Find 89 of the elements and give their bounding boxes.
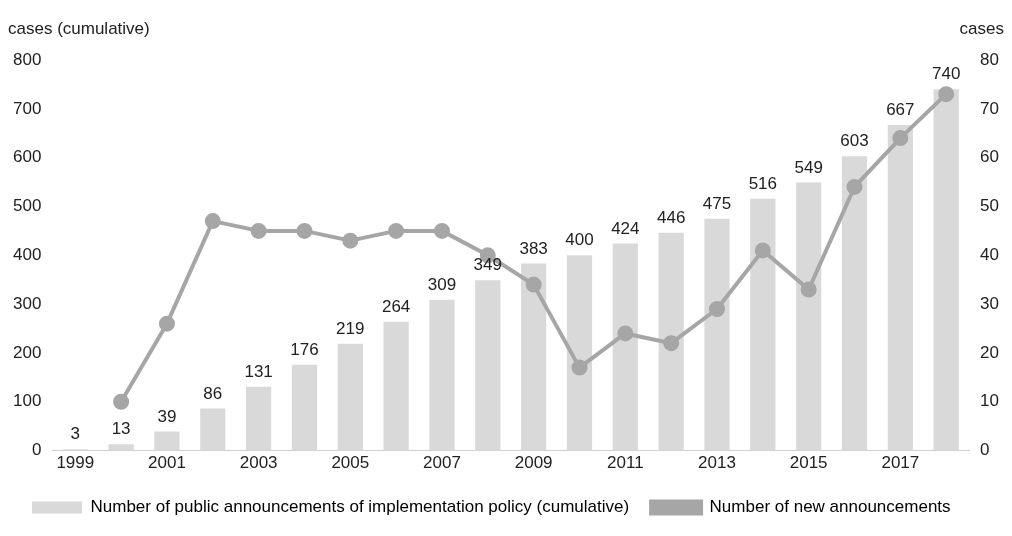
point [938, 86, 955, 103]
bar [291, 364, 318, 451]
bar [566, 255, 593, 451]
data-label: 86 [203, 383, 223, 403]
data-label: 424 [611, 218, 640, 238]
bar [933, 89, 959, 451]
bar [887, 124, 913, 451]
point [846, 178, 863, 195]
data-label: 740 [931, 64, 961, 84]
point [754, 242, 771, 259]
x-tick-label: 2003 [239, 453, 278, 473]
y2-tick-label: 60 [980, 147, 1000, 167]
point [296, 222, 313, 239]
bar [841, 156, 868, 451]
point [663, 335, 680, 352]
point [388, 222, 405, 239]
data-label: 264 [381, 296, 411, 316]
point [617, 325, 634, 342]
point [204, 213, 221, 230]
bar [108, 444, 134, 451]
point [892, 130, 909, 147]
y2-tick-label: 30 [980, 293, 1000, 313]
point [433, 222, 450, 239]
data-label: 383 [519, 238, 548, 258]
x-tick-label: 2007 [423, 453, 461, 473]
bar [612, 243, 638, 451]
bar [521, 263, 547, 451]
x-tick-label: 2005 [331, 453, 370, 473]
y-tick-label: 200 [12, 342, 42, 362]
bar [154, 431, 180, 451]
bar [750, 198, 776, 451]
data-label: 349 [473, 255, 502, 275]
bar [658, 232, 684, 451]
x-tick-label: 2017 [881, 453, 920, 473]
data-label: 309 [427, 274, 457, 294]
data-label: 219 [336, 318, 365, 338]
y-tick-label: 600 [12, 147, 42, 167]
y-tick-label: 800 [12, 49, 42, 69]
y2-tick-label: 0 [980, 440, 990, 460]
data-label: 176 [290, 339, 319, 359]
y-tick-label: 100 [12, 391, 42, 411]
y2-tick-label: 20 [980, 342, 1000, 362]
data-label: 39 [157, 406, 177, 426]
bar [429, 299, 455, 451]
point [571, 359, 588, 376]
x-tick-label: 2015 [789, 453, 828, 473]
point [113, 393, 130, 410]
x-tick-label: 2013 [698, 453, 736, 473]
bar [200, 408, 226, 451]
point [800, 281, 817, 298]
y2-axis-title: cases [959, 19, 1004, 39]
data-label: 131 [244, 361, 273, 381]
bar [246, 386, 272, 451]
x-tick-label: 2009 [514, 453, 553, 473]
data-label: 667 [886, 100, 915, 120]
bar [796, 182, 822, 451]
bar [383, 321, 409, 451]
data-label: 475 [702, 193, 732, 213]
y-tick-label: 300 [12, 293, 42, 313]
data-label: 603 [840, 131, 869, 151]
y-tick-label: 400 [12, 244, 42, 264]
data-label: 516 [748, 173, 778, 193]
bar [337, 343, 363, 451]
y2-tick-label: 10 [980, 391, 1000, 411]
x-tick-label: 2001 [148, 453, 186, 473]
legend-label: Number of new announcements [709, 497, 951, 517]
point [158, 315, 175, 332]
y-tick-label: 500 [12, 196, 42, 216]
point [250, 222, 267, 239]
y-tick-label: 0 [31, 440, 42, 460]
bar [704, 218, 730, 451]
data-label: 400 [565, 230, 594, 250]
y2-tick-label: 40 [980, 244, 1000, 264]
x-tick-label: 1999 [56, 453, 95, 473]
y-tick-label: 700 [12, 98, 42, 118]
data-label: 549 [794, 157, 823, 177]
y2-tick-label: 50 [980, 196, 1000, 216]
point [525, 276, 542, 293]
legend-label: Number of public announcements of implementation policy (cumulative) [90, 497, 630, 517]
y-axis-title: cases (cumulative) [8, 19, 150, 39]
y2-tick-label: 80 [980, 49, 1000, 69]
data-label: 3 [70, 424, 81, 444]
y2-tick-label: 70 [980, 98, 1000, 118]
bar [475, 280, 501, 451]
x-tick-label: 2011 [607, 453, 644, 473]
data-label: 13 [111, 419, 131, 439]
data-label: 446 [656, 208, 686, 228]
point [342, 232, 359, 249]
point [708, 301, 725, 318]
